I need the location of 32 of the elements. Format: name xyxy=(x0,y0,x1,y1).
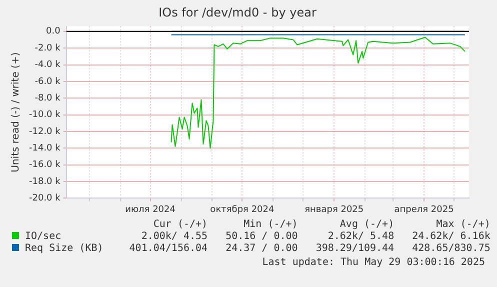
y-tick-label: -8.0 k xyxy=(34,93,62,104)
text: 398.29/109.44 xyxy=(314,243,394,255)
text: Avg (-/+) xyxy=(338,219,394,231)
text: 24.37 / 0.00 xyxy=(224,243,298,255)
y-tick-label: -10.0 k xyxy=(29,110,62,120)
y-tick-label: -4.0 k xyxy=(34,60,62,70)
text: Cur (-/+) xyxy=(152,219,208,231)
chart-title: IOs for /dev/md0 - by year xyxy=(158,5,316,20)
text: 2.00k/ 4.55 xyxy=(140,231,208,243)
text: Max (-/+) xyxy=(435,219,490,231)
y-tick-label: -14.0 k xyxy=(29,144,62,154)
y-tick-label: -20.0 k xyxy=(29,194,62,204)
y-tick-label: -6.0 k xyxy=(34,76,62,87)
y-axis-title: Units read (-) / write (+) xyxy=(10,52,22,172)
x-tick-label: января 2025 xyxy=(304,204,364,215)
y-tick-label: -18.0 k xyxy=(29,176,62,187)
x-tick-label: июля 2024 xyxy=(125,204,176,215)
text: 401.04/156.04 xyxy=(128,243,208,255)
text: 50.16 / 0.00 xyxy=(224,231,298,243)
legend-label: Req Size (KB) xyxy=(24,243,104,255)
text: 428.65/830.75 xyxy=(411,243,490,255)
legend-label: IO/sec xyxy=(24,231,62,243)
y-tick-label: 0.0 xyxy=(46,26,61,37)
x-tick-label: октября 2024 xyxy=(210,204,274,215)
x-tick-label: апреля 2025 xyxy=(394,204,454,215)
text: Min (-/+) xyxy=(242,219,298,231)
y-tick-label: -2.0 k xyxy=(34,43,62,54)
text: 2.62k/ 5.48 xyxy=(326,231,394,243)
text: Last update: Thu May 29 03:00:16 2025 xyxy=(262,257,485,268)
text: 24.62k/ 6.16k xyxy=(411,231,490,243)
y-tick-label: -16.0 k xyxy=(29,160,62,170)
y-tick-label: -12.0 k xyxy=(29,126,62,137)
